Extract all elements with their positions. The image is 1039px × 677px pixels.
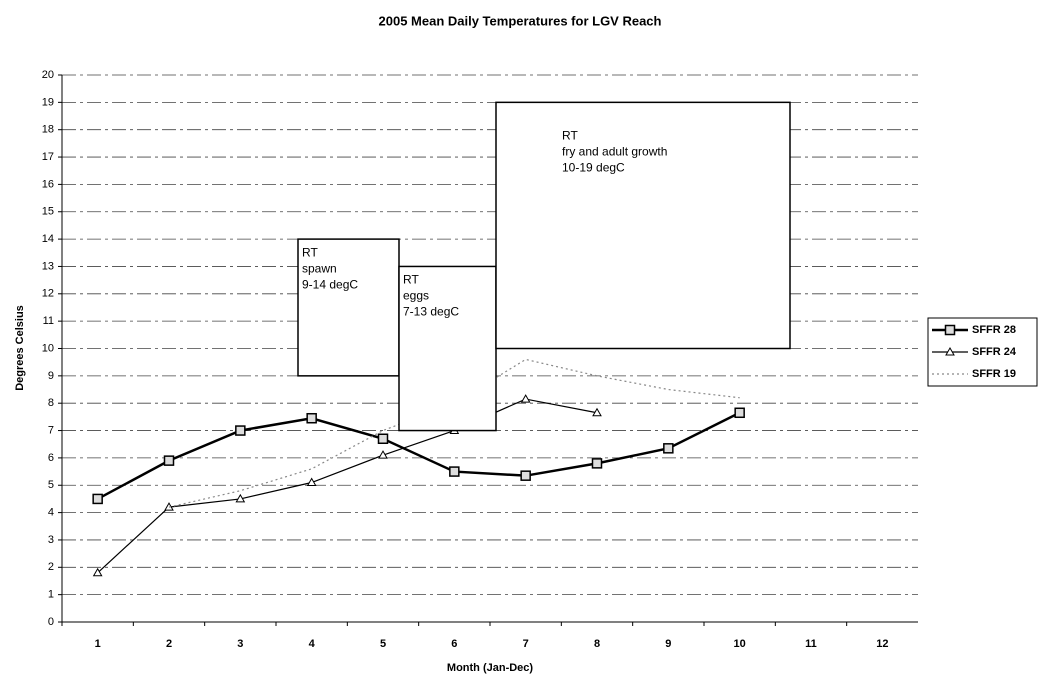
x-tick-label: 4 <box>309 638 316 650</box>
y-tick-label: 7 <box>48 424 54 436</box>
annotation-text: RT <box>562 129 578 143</box>
marker <box>306 412 317 424</box>
y-tick-label: 3 <box>48 534 54 546</box>
annotation-box <box>495 101 791 350</box>
x-tick-label: 1 <box>95 638 101 650</box>
marker <box>92 567 103 577</box>
x-tick-label: 5 <box>380 638 386 650</box>
annotation-text: fry and adult growth <box>562 145 667 159</box>
annotation-text: RT <box>302 245 318 259</box>
x-tick-label: 7 <box>523 638 529 650</box>
series-line <box>97 398 598 574</box>
x-tick-label: 8 <box>594 638 600 650</box>
legend-label: SFFR 24 <box>972 346 1017 358</box>
annotation-text: spawn <box>302 261 337 275</box>
annotation-text: 7-13 degC <box>403 305 459 319</box>
marker <box>520 394 531 403</box>
y-tick-label: 0 <box>48 616 54 628</box>
marker <box>235 493 246 503</box>
marker <box>592 407 602 417</box>
y-tick-label: 18 <box>42 124 54 136</box>
annotation-text: eggs <box>403 289 429 303</box>
y-tick-label: 9 <box>48 370 54 382</box>
annotation-text: 9-14 degC <box>302 277 358 291</box>
marker <box>591 458 603 469</box>
marker <box>163 455 175 466</box>
marker <box>663 443 674 454</box>
y-tick-label: 6 <box>48 452 54 464</box>
annotation-text: 10-19 degC <box>562 161 625 175</box>
marker <box>449 466 460 477</box>
y-tick-label: 5 <box>48 479 54 491</box>
marker <box>945 346 955 356</box>
y-tick-label: 14 <box>42 233 54 245</box>
y-tick-label: 8 <box>48 397 54 409</box>
marker <box>306 477 317 487</box>
annotation-text: RT <box>403 273 419 287</box>
marker <box>520 470 531 481</box>
y-tick-label: 20 <box>42 69 54 81</box>
y-tick-label: 16 <box>42 178 54 190</box>
y-tick-label: 15 <box>42 206 54 218</box>
y-tick-label: 11 <box>43 315 54 327</box>
y-tick-label: 12 <box>42 288 54 300</box>
y-tick-label: 4 <box>48 507 54 519</box>
x-tick-label: 12 <box>876 638 888 650</box>
x-tick-label: 10 <box>734 638 746 650</box>
marker <box>378 450 388 459</box>
y-tick-label: 17 <box>42 151 54 163</box>
x-tick-label: 11 <box>805 638 817 650</box>
marker <box>235 425 246 436</box>
legend-label: SFFR 28 <box>972 324 1016 336</box>
x-tick-label: 3 <box>237 638 243 650</box>
y-tick-label: 1 <box>48 589 54 601</box>
marker <box>92 493 103 505</box>
x-tick-label: 6 <box>451 638 457 650</box>
y-axis-label: Degrees Celsius <box>14 305 26 391</box>
y-tick-label: 10 <box>42 342 54 354</box>
y-tick-label: 2 <box>48 561 54 573</box>
y-tick-label: 13 <box>42 260 54 272</box>
series-line <box>97 411 741 501</box>
annotation-box <box>297 238 400 377</box>
y-tick-label: 19 <box>42 96 54 108</box>
x-tick-label: 2 <box>166 638 172 650</box>
chart-title: 2005 Mean Daily Temperatures for LGV Rea… <box>379 13 662 28</box>
annotation-box <box>398 265 497 432</box>
marker <box>734 407 745 419</box>
legend-label: SFFR 19 <box>972 368 1016 380</box>
marker <box>377 433 389 445</box>
x-axis-label: Month (Jan-Dec) <box>447 662 534 674</box>
x-tick-label: 9 <box>665 638 671 650</box>
marker <box>944 324 956 336</box>
